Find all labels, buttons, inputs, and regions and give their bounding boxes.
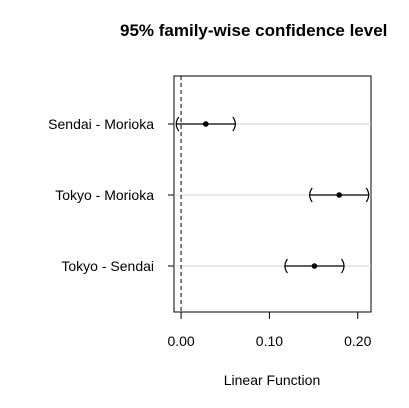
y-tick-label: Tokyo - Morioka xyxy=(55,187,154,203)
ci-upper-bound xyxy=(340,258,345,274)
ci-upper-bound xyxy=(365,187,370,203)
x-tick-label: 0.20 xyxy=(344,333,371,349)
point-estimate xyxy=(336,192,342,198)
x-axis-label: Linear Function xyxy=(224,372,321,388)
ci-lower-bound xyxy=(175,116,180,132)
point-estimate xyxy=(203,121,209,127)
ci-upper-bound xyxy=(232,116,236,132)
ci-lower-bound xyxy=(284,258,288,274)
confidence-intervals xyxy=(175,116,370,274)
x-tick-label: 0.10 xyxy=(256,333,283,349)
y-tick-label: Tokyo - Sendai xyxy=(61,258,154,274)
y-tick-label: Sendai - Morioka xyxy=(48,116,154,132)
chart-title: 95% family-wise confidence level xyxy=(120,21,387,40)
y-axis: Sendai - Morioka Tokyo - Morioka Tokyo - S… xyxy=(48,116,174,274)
point-estimate xyxy=(311,263,318,269)
x-tick-label: 0.00 xyxy=(167,333,194,349)
x-axis: 0.00 0.10 0.20 xyxy=(167,311,372,349)
ci-lower-bound xyxy=(309,187,313,203)
